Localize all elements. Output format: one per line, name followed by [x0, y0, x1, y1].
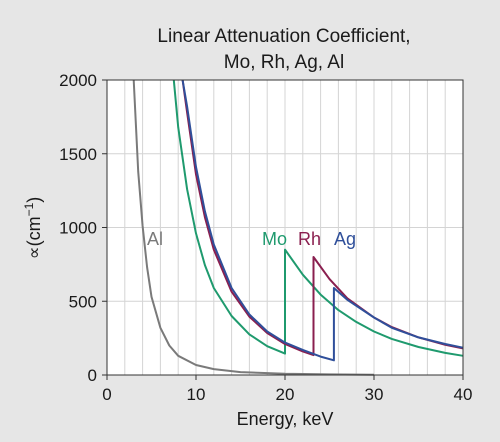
x-tick-label: 10 — [187, 385, 206, 404]
y-axis-label-superscript: −1 — [22, 202, 36, 216]
chart-title-line-1: Linear Attenuation Coefficient, — [157, 26, 410, 47]
y-axis-label: ∝(cm−1) — [22, 197, 44, 260]
y-tick-label: 1000 — [59, 219, 97, 238]
grid-lines — [107, 80, 463, 375]
series-label-rh: Rh — [298, 229, 321, 249]
x-tick-label: 0 — [102, 385, 111, 404]
y-tick-label: 2000 — [59, 71, 97, 90]
x-tick-label: 40 — [454, 385, 473, 404]
axis-ticks: 0 10 20 30 40 0 500 1000 1500 2000 — [59, 71, 472, 404]
x-axis-label: Energy, keV — [237, 409, 334, 429]
y-tick-label: 0 — [88, 366, 97, 385]
y-axis-label-prefix: ∝(cm — [24, 216, 44, 259]
series-label-mo: Mo — [262, 229, 287, 249]
series-label-ag: Ag — [334, 229, 356, 249]
y-tick-label: 500 — [69, 292, 97, 311]
x-tick-label: 30 — [365, 385, 384, 404]
x-tick-label: 20 — [276, 385, 295, 404]
series-line-al — [132, 79, 375, 376]
y-axis-label-suffix: ) — [24, 197, 44, 203]
series-line-mo — [172, 79, 464, 357]
series-label-al: Al — [147, 229, 163, 249]
series-line-ag — [181, 79, 464, 362]
chart-title-line-2: Mo, Rh, Ag, Al — [224, 52, 344, 73]
series-lines — [132, 79, 464, 376]
y-tick-label: 1500 — [59, 145, 97, 164]
